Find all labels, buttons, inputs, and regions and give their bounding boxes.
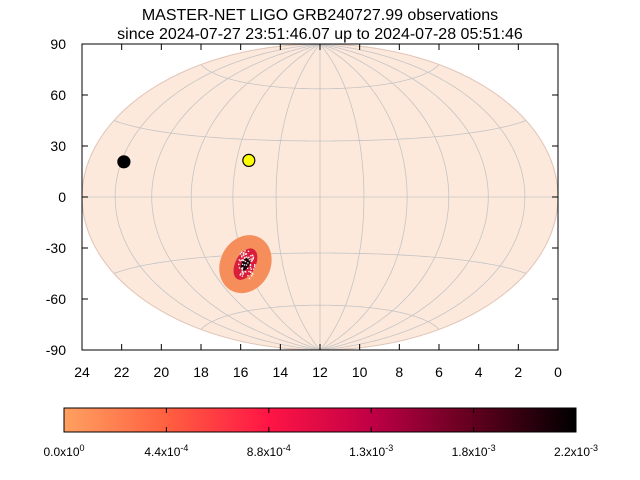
observation-field <box>241 268 243 270</box>
y-tick-label: -60 <box>46 291 66 307</box>
observation-field <box>243 252 245 254</box>
observation-field <box>243 254 245 257</box>
observation-field <box>241 267 243 270</box>
observation-field <box>245 256 248 258</box>
observation-field <box>242 259 244 261</box>
observation-field <box>238 259 240 261</box>
y-tick-label: -90 <box>46 342 66 358</box>
chart-title: MASTER-NET LIGO GRB240727.99 observation… <box>141 7 499 24</box>
observation-field <box>244 250 246 252</box>
observation-field <box>248 270 250 273</box>
colorbar <box>63 407 577 433</box>
parallel-line <box>113 252 527 274</box>
observation-field <box>252 256 255 258</box>
observation-field <box>252 268 255 270</box>
parallel-line <box>200 64 440 90</box>
observation-field <box>239 274 241 276</box>
observation-field <box>238 267 241 269</box>
y-tick-label: 90 <box>50 36 66 52</box>
observation-field <box>243 257 246 259</box>
observation-field <box>241 263 244 265</box>
chart-subtitle: since 2024-07-27 23:51:46.07 up to 2024-… <box>117 26 523 43</box>
observation-field <box>241 256 243 258</box>
sun-marker <box>242 153 256 168</box>
x-tick-label: 14 <box>273 364 289 380</box>
observation-field <box>250 268 252 270</box>
y-tick-label: -30 <box>46 240 66 256</box>
observation-field <box>243 264 246 266</box>
observation-field <box>247 250 250 252</box>
observation-field <box>247 275 249 277</box>
observation-field <box>250 255 252 257</box>
x-tick-label: 2 <box>514 364 522 380</box>
x-tick-label: 20 <box>154 364 170 380</box>
observation-field <box>240 259 243 261</box>
moon-marker <box>117 155 131 169</box>
parallel-line <box>113 120 527 142</box>
observation-field <box>239 260 241 262</box>
observation-field <box>251 254 254 257</box>
observation-field <box>242 272 245 274</box>
y-tick-label: 0 <box>58 189 66 205</box>
observation-field <box>242 267 244 269</box>
y-tick-label: 60 <box>50 87 66 103</box>
observation-field <box>241 251 243 254</box>
x-tick-label: 10 <box>352 364 368 380</box>
observation-field <box>241 275 244 277</box>
observation-field <box>248 256 250 259</box>
observation-field <box>242 273 244 275</box>
observation-field <box>247 262 249 264</box>
x-tick-label: 0 <box>554 364 562 380</box>
observation-field <box>242 253 244 255</box>
x-tick-label: 8 <box>395 364 403 380</box>
observation-field <box>250 258 252 260</box>
observation-field <box>251 275 253 277</box>
observation-field <box>250 260 253 262</box>
colorbar-tick-label: 1.8x10-3 <box>452 443 496 459</box>
y-tick-label: 30 <box>50 138 66 154</box>
observation-field <box>245 253 247 255</box>
colorbar-tick-label: 8.8x10-4 <box>247 443 291 459</box>
observation-field <box>245 271 247 273</box>
observation-field <box>245 264 248 266</box>
x-tick-label: 6 <box>435 364 443 380</box>
colorbar-tick-label: 0.0x100 <box>43 443 84 459</box>
colorbar-tick-label: 1.3x10-3 <box>349 443 393 459</box>
observation-field <box>249 266 252 269</box>
observation-field <box>241 271 243 273</box>
x-tick-label: 4 <box>475 364 483 380</box>
x-tick-label: 22 <box>114 364 130 380</box>
x-tick-label: 24 <box>74 364 90 380</box>
colorbar-tick-label: 2.2x10-3 <box>554 443 598 459</box>
x-tick-label: 18 <box>193 364 209 380</box>
observation-field <box>241 270 244 273</box>
observation-field <box>238 263 240 266</box>
observation-field <box>248 277 251 280</box>
observation-field <box>243 259 245 262</box>
observation-field <box>244 260 247 263</box>
observation-field <box>252 273 254 275</box>
observation-field <box>253 266 256 268</box>
observation-field <box>249 264 252 266</box>
observation-field <box>254 264 256 266</box>
colorbar-tick-label: 4.4x10-4 <box>144 443 188 459</box>
parallel-line <box>200 304 440 330</box>
observation-field <box>240 273 242 275</box>
observation-field <box>239 253 242 255</box>
observation-field <box>241 255 243 257</box>
x-tick-label: 12 <box>312 364 328 380</box>
observation-field <box>251 259 253 262</box>
observation-field <box>248 259 251 261</box>
observation-field <box>246 267 249 269</box>
observation-field <box>247 257 249 259</box>
observation-field <box>250 271 252 273</box>
x-tick-label: 16 <box>233 364 249 380</box>
observation-field <box>252 258 254 260</box>
